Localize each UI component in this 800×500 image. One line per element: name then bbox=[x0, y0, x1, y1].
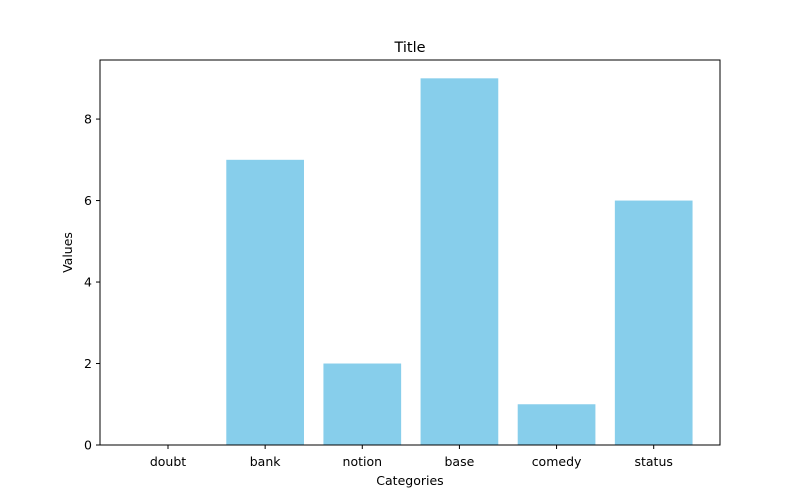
chart-title: Title bbox=[393, 40, 425, 56]
y-tick-label: 6 bbox=[84, 193, 92, 208]
bar-comedy bbox=[517, 404, 596, 445]
x-axis-label: Categories bbox=[376, 473, 443, 488]
y-tick-label: 0 bbox=[84, 438, 92, 453]
x-axis-ticks: doubt bank notion base comedy status bbox=[150, 445, 673, 469]
x-tick-label: status bbox=[634, 454, 672, 469]
bars-group bbox=[226, 78, 693, 445]
plot-area-frame bbox=[99, 59, 721, 446]
x-tick-label: base bbox=[445, 454, 475, 469]
y-tick-label: 8 bbox=[84, 112, 92, 127]
y-tick-label: 4 bbox=[84, 275, 92, 290]
y-axis-label: Values bbox=[60, 232, 75, 273]
x-tick-label: comedy bbox=[532, 454, 582, 469]
bar-status bbox=[614, 200, 693, 445]
x-tick-label: notion bbox=[343, 454, 383, 469]
x-tick-label: bank bbox=[250, 454, 282, 469]
bar-notion bbox=[323, 363, 402, 445]
y-axis-ticks: 0 2 4 6 8 bbox=[84, 112, 100, 453]
bar-base bbox=[420, 78, 499, 445]
bar-bank bbox=[226, 159, 304, 445]
y-tick-label: 2 bbox=[84, 356, 92, 371]
x-tick-label: doubt bbox=[150, 454, 186, 469]
